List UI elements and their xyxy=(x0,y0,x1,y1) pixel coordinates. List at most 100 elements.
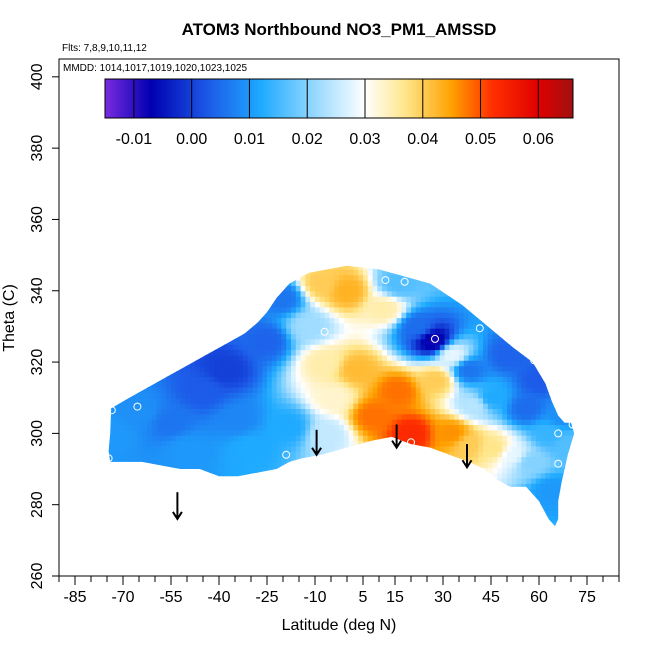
field-cell xyxy=(329,472,335,479)
field-cell xyxy=(219,387,225,393)
field-cell xyxy=(171,483,177,490)
field-cell xyxy=(180,424,186,431)
field-cell xyxy=(574,414,579,420)
field-cell xyxy=(310,381,316,388)
field-cell xyxy=(463,371,470,377)
field-cell xyxy=(185,333,191,340)
field-cell xyxy=(185,312,191,319)
field-cell xyxy=(127,285,134,292)
field-cell xyxy=(387,328,393,335)
field-cell xyxy=(228,435,234,442)
field-cell xyxy=(468,445,474,452)
x-tick-label: 15 xyxy=(386,589,404,606)
field-cell xyxy=(180,322,186,329)
field-cell xyxy=(276,520,282,527)
field-cell xyxy=(329,461,335,468)
field-cell xyxy=(391,344,398,351)
field-cell xyxy=(286,435,292,442)
field-cell xyxy=(262,488,268,495)
field-cell xyxy=(463,483,470,490)
field-cell xyxy=(535,280,542,286)
field-cell xyxy=(228,265,234,270)
field-cell xyxy=(492,317,498,324)
field-cell xyxy=(363,322,369,329)
field-cell xyxy=(233,472,239,479)
field-cell xyxy=(286,265,292,270)
field-cell xyxy=(334,440,340,447)
field-cell xyxy=(132,499,138,506)
field-cell xyxy=(367,429,374,436)
field-cell xyxy=(319,371,326,377)
field-cell xyxy=(511,440,518,447)
field-cell xyxy=(363,306,369,313)
field-cell xyxy=(219,338,225,345)
field-cell xyxy=(151,435,158,442)
field-cell xyxy=(161,301,167,308)
field-cell xyxy=(142,392,148,399)
field-cell xyxy=(151,354,158,361)
field-cell xyxy=(195,376,201,383)
field-cell xyxy=(281,499,287,506)
field-cell xyxy=(569,435,575,442)
field-cell xyxy=(161,520,167,527)
field-cell xyxy=(257,515,263,522)
field-cell xyxy=(257,333,263,340)
field-cell xyxy=(353,445,359,452)
field-cell xyxy=(147,408,153,415)
field-cell xyxy=(276,499,282,506)
field-cell xyxy=(257,285,263,292)
field-cell xyxy=(147,392,153,399)
field-cell xyxy=(291,365,297,372)
field-cell xyxy=(262,413,268,420)
field-cell xyxy=(348,510,354,516)
field-cell xyxy=(492,520,498,527)
field-cell xyxy=(391,520,398,527)
field-cell xyxy=(190,403,196,409)
field-cell xyxy=(166,429,172,436)
field-cell xyxy=(377,392,383,399)
field-cell xyxy=(243,344,249,351)
field-cell xyxy=(473,483,479,490)
field-cell xyxy=(247,354,254,361)
field-cell xyxy=(526,387,532,393)
field-cell xyxy=(377,429,383,436)
field-cell xyxy=(444,403,450,409)
field-cell xyxy=(511,296,518,302)
field-cell xyxy=(411,408,417,415)
field-cell xyxy=(535,429,542,436)
field-cell xyxy=(295,499,302,506)
field-cell xyxy=(262,381,268,388)
field-cell xyxy=(396,301,402,308)
field-cell xyxy=(132,269,138,276)
field-cell xyxy=(171,467,177,474)
field-cell xyxy=(348,328,354,335)
field-cell xyxy=(449,477,455,484)
y-tick-label: 300 xyxy=(29,420,46,447)
field-cell xyxy=(171,520,177,527)
field-cell xyxy=(502,371,508,377)
field-cell xyxy=(487,419,494,425)
field-cell xyxy=(300,285,306,292)
field-cell xyxy=(430,317,436,324)
field-cell xyxy=(343,510,350,516)
field-cell xyxy=(430,285,436,292)
field-cell xyxy=(387,349,393,356)
field-cell xyxy=(411,424,417,431)
field-cell xyxy=(511,397,518,404)
field-cell xyxy=(339,392,345,399)
field-cell xyxy=(564,381,570,388)
field-cell xyxy=(478,472,484,479)
field-cell xyxy=(439,349,446,356)
field-cell xyxy=(487,312,494,319)
field-cell xyxy=(521,483,527,490)
field-cell xyxy=(214,280,220,286)
field-cell xyxy=(175,387,182,393)
field-cell xyxy=(195,467,201,474)
field-cell xyxy=(219,280,225,286)
field-cell xyxy=(540,408,546,415)
field-cell xyxy=(324,520,330,527)
field-cell xyxy=(387,338,393,345)
field-cell xyxy=(420,371,426,377)
field-cell xyxy=(454,354,460,361)
field-cell xyxy=(295,461,302,468)
